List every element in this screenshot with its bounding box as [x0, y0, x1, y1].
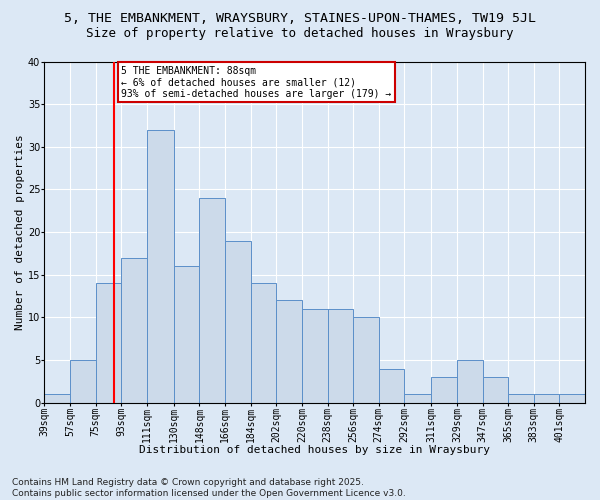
Bar [353, 318, 379, 403]
Bar [328, 309, 353, 403]
Bar [95, 284, 121, 403]
Bar [121, 258, 147, 403]
Text: Size of property relative to detached houses in Wraysbury: Size of property relative to detached ho… [86, 28, 514, 40]
Bar [147, 130, 174, 403]
Text: 5, THE EMBANKMENT, WRAYSBURY, STAINES-UPON-THAMES, TW19 5JL: 5, THE EMBANKMENT, WRAYSBURY, STAINES-UP… [64, 12, 536, 26]
Text: Contains HM Land Registry data © Crown copyright and database right 2025.
Contai: Contains HM Land Registry data © Crown c… [12, 478, 406, 498]
Bar [457, 360, 482, 403]
Bar [379, 368, 404, 403]
Bar [404, 394, 431, 403]
Bar [225, 240, 251, 403]
Bar [482, 377, 508, 403]
Bar [559, 394, 585, 403]
X-axis label: Distribution of detached houses by size in Wraysbury: Distribution of detached houses by size … [139, 445, 490, 455]
Bar [70, 360, 95, 403]
Bar [174, 266, 199, 403]
Bar [431, 377, 457, 403]
Bar [302, 309, 328, 403]
Bar [199, 198, 225, 403]
Text: 5 THE EMBANKMENT: 88sqm
← 6% of detached houses are smaller (12)
93% of semi-det: 5 THE EMBANKMENT: 88sqm ← 6% of detached… [121, 66, 392, 99]
Bar [251, 284, 277, 403]
Bar [277, 300, 302, 403]
Bar [508, 394, 534, 403]
Bar [534, 394, 559, 403]
Bar [44, 394, 70, 403]
Y-axis label: Number of detached properties: Number of detached properties [15, 134, 25, 330]
